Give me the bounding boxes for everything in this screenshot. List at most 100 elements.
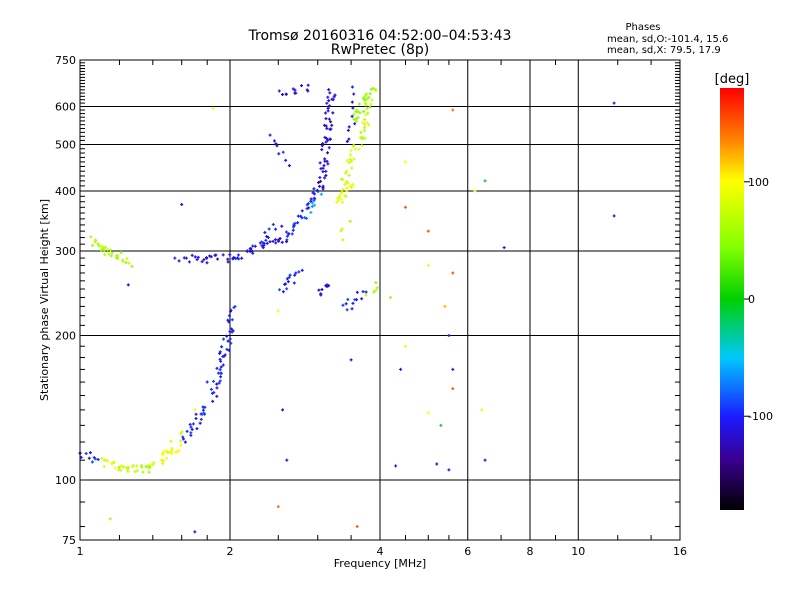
data-point: [230, 330, 234, 334]
data-point: [140, 464, 144, 468]
y-tick-label: 400: [55, 185, 76, 198]
data-point: [170, 451, 174, 455]
data-point: [236, 256, 240, 260]
data-point: [363, 98, 367, 102]
data-point: [103, 253, 107, 257]
data-point: [135, 469, 139, 473]
data-point: [353, 122, 357, 126]
data-point: [320, 148, 324, 152]
data-point: [228, 337, 232, 341]
data-point: [221, 253, 225, 257]
data-point: [284, 92, 288, 96]
data-point: [124, 260, 128, 264]
data-point: [361, 290, 365, 294]
data-point: [318, 176, 322, 180]
data-point: [253, 244, 257, 248]
data-point: [315, 188, 319, 192]
data-point: [313, 203, 317, 207]
data-point: [352, 157, 356, 161]
data-point: [362, 129, 366, 133]
data-point: [341, 303, 345, 307]
data-point: [350, 159, 354, 163]
data-point: [324, 117, 328, 121]
data-point: [179, 444, 183, 448]
x-tick-label: 6: [464, 545, 471, 558]
data-point: [374, 88, 378, 92]
data-point: [208, 254, 212, 258]
data-point: [228, 253, 232, 257]
data-point: [183, 440, 187, 444]
data-point: [473, 189, 477, 193]
data-point: [216, 257, 220, 261]
data-point: [193, 255, 197, 259]
data-point: [226, 339, 230, 343]
data-point: [290, 232, 294, 236]
data-point: [215, 386, 219, 390]
x-tick-label: 8: [527, 545, 534, 558]
data-point: [356, 109, 360, 113]
data-point: [251, 244, 255, 248]
data-point: [351, 183, 355, 187]
data-point: [195, 258, 199, 262]
data-point: [403, 205, 407, 209]
data-point: [327, 117, 331, 121]
data-point: [399, 367, 403, 371]
data-point: [360, 297, 364, 301]
data-point: [324, 124, 328, 128]
x-axis: 1 2 4 6 8 10 16: [77, 60, 687, 558]
data-point: [350, 114, 354, 118]
data-point: [362, 110, 366, 114]
data-point: [233, 305, 237, 309]
phase-stats-o: mean, sd,O:-101.4, 15.6: [607, 34, 728, 45]
data-point: [121, 258, 125, 262]
data-point: [268, 133, 272, 137]
data-point: [169, 439, 173, 443]
data-point: [281, 408, 285, 412]
data-point: [199, 417, 203, 421]
data-point: [194, 416, 198, 420]
data-point: [350, 166, 354, 170]
data-point: [341, 238, 345, 242]
data-point: [225, 334, 229, 338]
data-point: [323, 123, 327, 127]
data-point: [89, 235, 93, 239]
data-point: [369, 102, 373, 106]
data-point: [309, 197, 313, 201]
phase-stats-x: mean, sd,X: 79.5, 17.9: [607, 45, 721, 56]
data-point: [312, 187, 316, 191]
data-point: [274, 227, 278, 231]
data-point: [159, 458, 163, 462]
data-point: [321, 184, 325, 188]
data-point: [332, 95, 336, 99]
data-point: [447, 468, 451, 472]
data-point: [363, 136, 367, 140]
data-point: [109, 248, 113, 252]
data-point: [99, 248, 103, 252]
data-point: [106, 248, 110, 252]
data-point: [200, 260, 204, 264]
data-point: [218, 368, 222, 372]
data-point: [221, 363, 225, 367]
data-point: [166, 450, 170, 454]
data-point: [360, 144, 364, 148]
data-point: [310, 201, 314, 205]
data-point: [196, 255, 200, 259]
data-point: [323, 176, 327, 180]
data-point: [148, 465, 152, 469]
colorbar-tick-label: 0: [748, 293, 755, 306]
data-point: [300, 209, 304, 213]
data-point: [227, 314, 231, 318]
data-point: [265, 241, 269, 245]
data-point: [361, 121, 365, 125]
data-point: [219, 375, 223, 379]
data-point: [389, 296, 393, 300]
data-point: [271, 223, 275, 227]
data-point: [364, 293, 368, 297]
data-point: [113, 466, 117, 470]
data-point: [293, 88, 297, 92]
data-point: [357, 147, 361, 151]
data-point: [116, 257, 120, 261]
data-point: [187, 260, 191, 264]
data-point: [189, 433, 193, 437]
data-point: [321, 170, 325, 174]
